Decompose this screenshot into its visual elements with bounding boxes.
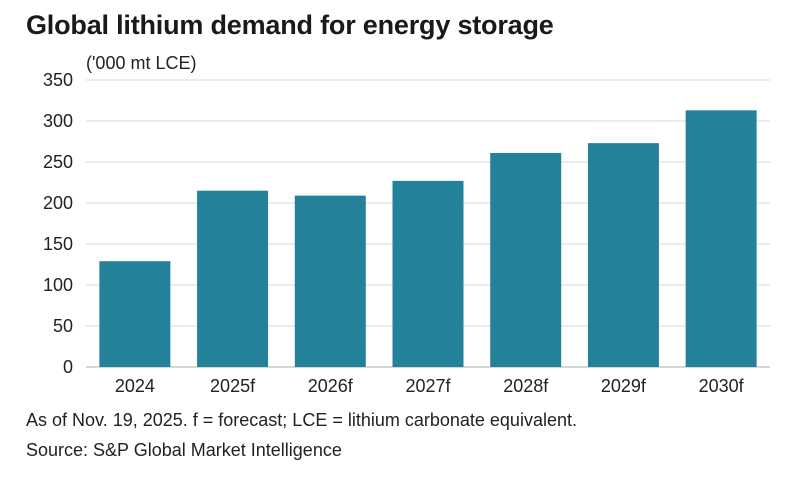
x-tick-label: 2029f: [601, 376, 647, 396]
bar-2028f: [490, 152, 562, 367]
y-axis-ticks: 0 50 100 150 200 250 300 350: [43, 70, 73, 377]
bar-2027f: [392, 180, 464, 367]
x-tick-label: 2028f: [503, 376, 549, 396]
y-tick-label: 0: [63, 357, 73, 377]
bar-2025f: [197, 190, 269, 367]
bar-2030f: [685, 110, 757, 367]
x-axis-ticks: 2024 2025f 2026f 2027f 2028f 2029f 2030f: [115, 376, 745, 396]
y-tick-label: 350: [43, 70, 73, 90]
y-tick-label: 100: [43, 275, 73, 295]
chart-title: Global lithium demand for energy storage: [26, 10, 554, 40]
y-axis-unit-label: ('000 mt LCE): [86, 53, 197, 73]
footnote: As of Nov. 19, 2025. f = forecast; LCE =…: [26, 410, 577, 430]
source-note: Source: S&P Global Market Intelligence: [26, 440, 342, 460]
bar-2026f: [294, 195, 366, 367]
y-tick-label: 150: [43, 234, 73, 254]
y-tick-label: 200: [43, 193, 73, 213]
x-tick-label: 2024: [115, 376, 155, 396]
y-tick-label: 250: [43, 152, 73, 172]
bar-2024: [99, 261, 171, 367]
x-tick-label: 2030f: [699, 376, 745, 396]
x-tick-label: 2025f: [210, 376, 256, 396]
y-tick-label: 50: [53, 316, 73, 336]
bars: [99, 110, 757, 367]
x-tick-label: 2026f: [308, 376, 354, 396]
y-tick-label: 300: [43, 111, 73, 131]
x-tick-label: 2027f: [405, 376, 451, 396]
bar-2029f: [587, 143, 659, 367]
